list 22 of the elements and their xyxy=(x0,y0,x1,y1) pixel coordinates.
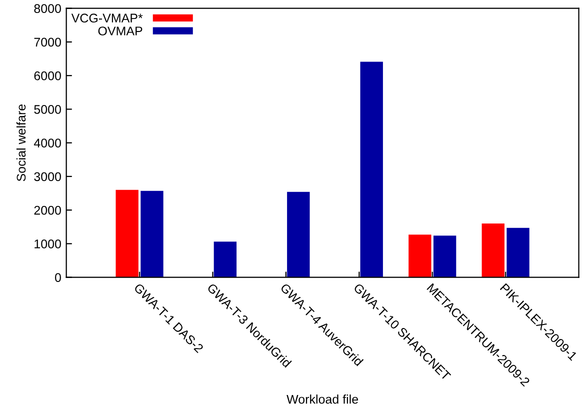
bar xyxy=(140,190,164,278)
y-axis-title: Social welfare xyxy=(16,104,26,182)
y-tick-label: 2000 xyxy=(34,206,61,215)
y-tick-label: 4000 xyxy=(34,138,61,148)
y-tick-label: 1000 xyxy=(34,239,61,248)
y-tick-label: 8000 xyxy=(34,4,61,13)
bar xyxy=(116,190,138,278)
bar xyxy=(506,228,530,278)
bar xyxy=(360,62,383,278)
y-tick-label: 6000 xyxy=(34,71,61,80)
y-tick-label: 0 xyxy=(55,273,61,282)
legend-label: VCG-VMAP* xyxy=(71,14,143,23)
bar xyxy=(408,234,432,278)
bar xyxy=(214,242,237,278)
legend-label: OVMAP xyxy=(98,26,142,36)
bar xyxy=(482,224,504,278)
y-tick-label: 5000 xyxy=(34,105,61,114)
bar xyxy=(433,236,456,278)
bar xyxy=(287,192,310,278)
x-axis-title: Workload file xyxy=(286,394,358,404)
y-tick-label: 7000 xyxy=(34,38,61,47)
y-tick-label: 3000 xyxy=(34,172,61,182)
